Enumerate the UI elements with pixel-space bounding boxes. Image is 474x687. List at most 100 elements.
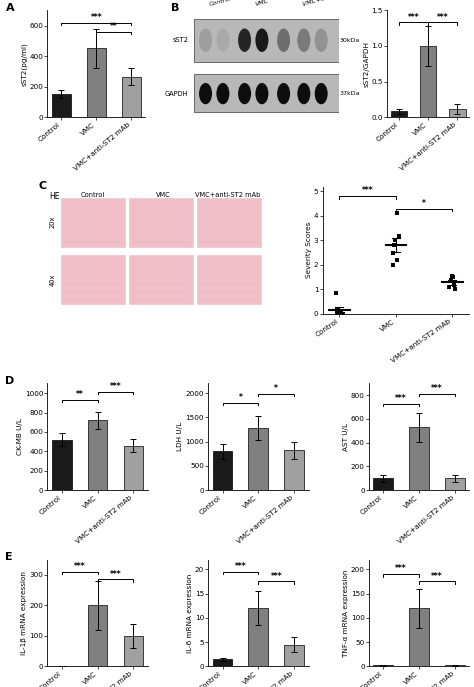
Bar [213,659,232,666]
Bar [87,49,106,117]
Text: A: A [6,3,15,13]
Point [449,272,457,283]
Point [447,274,455,285]
Y-axis label: TNF-α mRNA expression: TNF-α mRNA expression [343,570,349,657]
Bar [284,451,304,491]
Bar [122,77,141,117]
Text: HE: HE [50,192,60,201]
Point [451,284,459,295]
Y-axis label: IL-6 mRNA expression: IL-6 mRNA expression [187,574,192,653]
FancyBboxPatch shape [194,19,338,62]
Ellipse shape [277,83,290,104]
Bar [445,478,465,491]
Ellipse shape [238,28,251,52]
Y-axis label: CK-MB U/L: CK-MB U/L [17,418,23,455]
Text: ***: *** [395,394,407,403]
Text: VMC: VMC [155,192,170,198]
Y-axis label: sST2/GAPDH: sST2/GAPDH [364,41,369,87]
Point [389,260,397,271]
Y-axis label: AST U/L: AST U/L [343,423,349,451]
FancyBboxPatch shape [60,196,126,248]
Point [335,308,342,319]
Bar [88,605,108,666]
Bar [88,420,108,491]
Ellipse shape [199,28,212,52]
Point [393,255,401,266]
Text: **: ** [110,22,118,31]
Text: ***: *** [408,12,419,21]
Point [390,240,398,251]
Point [389,247,397,258]
Point [337,307,345,318]
Point [446,282,453,293]
Text: VMC: VMC [255,0,270,7]
Bar [391,111,407,117]
Bar [248,608,268,666]
Point [395,230,402,241]
Text: E: E [5,552,13,562]
Text: C: C [38,181,47,192]
Point [448,271,456,282]
Bar [449,109,465,117]
Y-axis label: Severity Scores: Severity Scores [306,222,311,278]
Bar [445,665,465,666]
Point [451,279,458,290]
Text: 20x: 20x [50,216,55,228]
Text: 40x: 40x [50,273,55,286]
Text: ***: *** [271,572,282,581]
Text: Control: Control [209,0,232,7]
Ellipse shape [255,28,268,52]
Text: ***: *** [109,382,121,392]
Text: ***: *** [91,12,102,22]
Text: VMC+anti-ST2 mAb: VMC+anti-ST2 mAb [302,0,364,7]
Point [393,208,401,219]
FancyBboxPatch shape [196,196,262,248]
Ellipse shape [297,28,310,52]
Bar [409,608,429,666]
Y-axis label: LDH U/L: LDH U/L [177,423,183,451]
FancyBboxPatch shape [128,196,194,248]
Y-axis label: sST2(pg/ml): sST2(pg/ml) [21,42,27,86]
Ellipse shape [255,83,268,104]
Bar [248,428,268,491]
Text: 37kDa: 37kDa [340,91,360,96]
Text: ***: *** [395,564,407,574]
Text: ***: *** [109,570,121,578]
Ellipse shape [217,83,229,104]
Text: ***: *** [74,562,85,571]
Bar [284,644,304,666]
Text: *: * [274,384,278,393]
Ellipse shape [297,83,310,104]
Text: D: D [5,376,15,386]
Ellipse shape [238,83,251,104]
Text: ***: *** [437,12,449,21]
FancyBboxPatch shape [196,254,262,305]
Ellipse shape [217,28,229,52]
Bar [124,446,143,491]
Ellipse shape [315,83,328,104]
Text: Control: Control [81,192,105,198]
Text: ***: *** [431,572,443,581]
Bar [409,427,429,491]
FancyBboxPatch shape [60,254,126,305]
Text: VMC+anti-ST2 mAb: VMC+anti-ST2 mAb [195,192,261,198]
Ellipse shape [277,28,290,52]
FancyBboxPatch shape [128,254,194,305]
Point [337,306,344,317]
Ellipse shape [315,28,328,52]
Bar [374,478,393,491]
Point [333,305,340,316]
Text: ***: *** [362,186,374,195]
Text: sST2: sST2 [172,37,188,43]
Bar [52,94,71,117]
Bar [124,636,143,666]
Text: ***: *** [235,562,246,571]
Text: 30kDa: 30kDa [340,38,360,43]
Text: GAPDH: GAPDH [164,91,188,97]
Bar [213,451,232,491]
Point [333,306,340,317]
Ellipse shape [199,83,212,104]
Bar [420,46,436,117]
Text: *: * [422,199,426,207]
Point [447,275,455,286]
